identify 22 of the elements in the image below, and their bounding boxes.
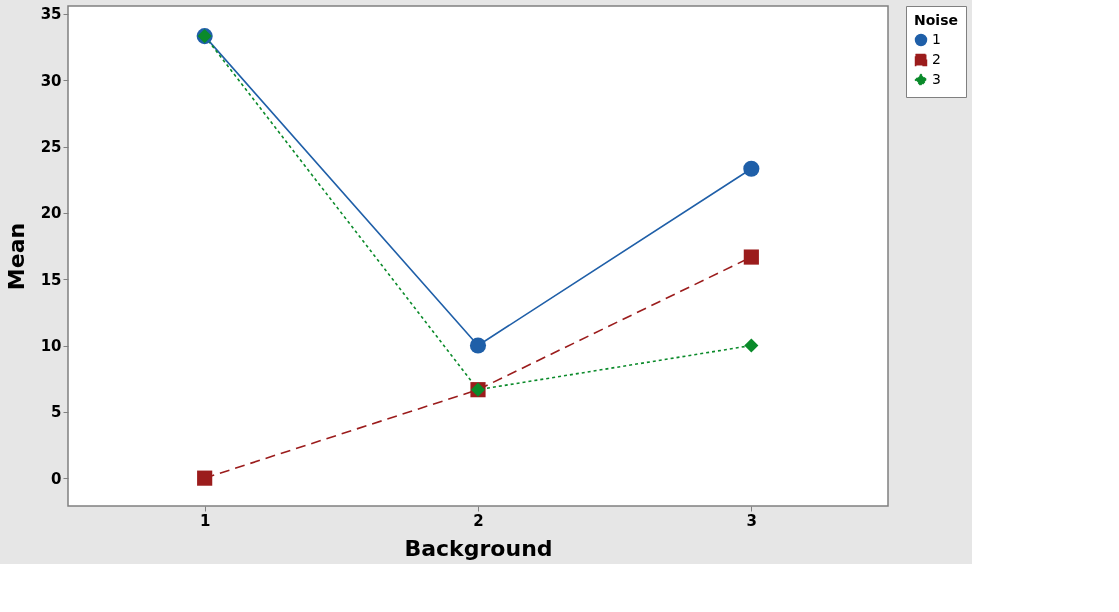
point: [743, 160, 760, 177]
y-axis-title: Mean: [3, 222, 29, 291]
x-tick-label: 1: [199, 511, 211, 530]
y-tick-label: 10: [40, 337, 62, 356]
y-tick-label: 15: [40, 270, 62, 289]
y-tick-label: 0: [51, 469, 62, 488]
legend-label: 2: [932, 51, 941, 67]
x-tick-label: 3: [746, 511, 758, 530]
x-axis-title: Background: [404, 535, 553, 561]
x-tick-label: 2: [473, 511, 484, 530]
y-tick-label: 20: [40, 204, 62, 223]
legend-label: 1: [932, 31, 941, 47]
point: [469, 337, 487, 354]
point: [744, 338, 759, 353]
legend-label: 3: [932, 71, 941, 87]
point: [197, 470, 213, 486]
point: [743, 249, 759, 265]
y-tick-label: 5: [51, 403, 62, 422]
y-tick-label: 25: [40, 138, 62, 157]
y-tick-label: 30: [40, 71, 62, 90]
y-tick-label: 35: [40, 5, 62, 24]
legend-title: Noise: [914, 12, 958, 28]
